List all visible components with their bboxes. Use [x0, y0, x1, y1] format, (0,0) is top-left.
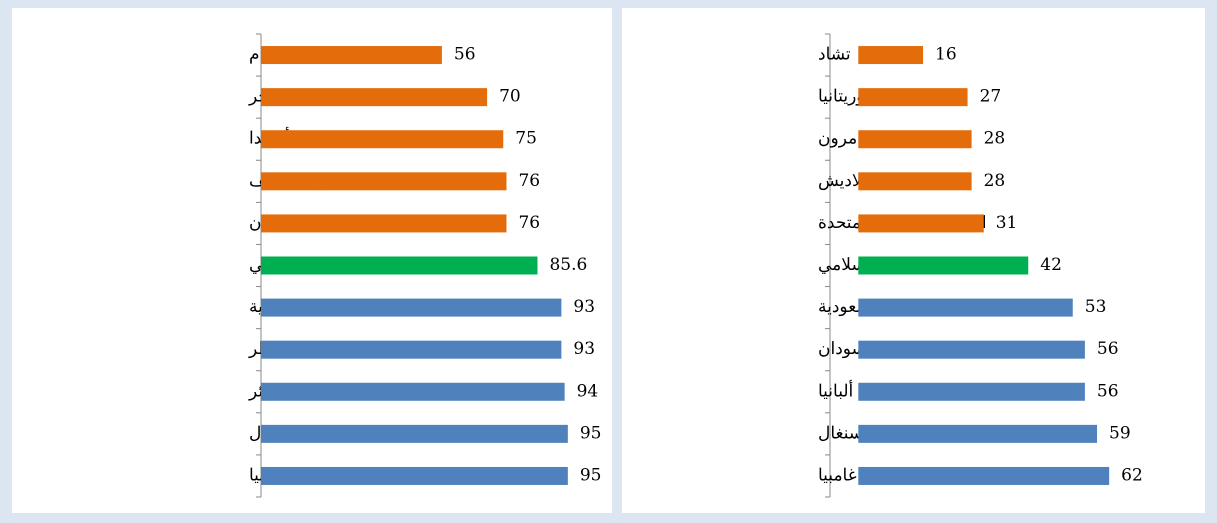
category-label: تشاد: [818, 45, 851, 65]
bar: [261, 256, 538, 275]
bar: [261, 340, 562, 359]
bar: [858, 130, 972, 149]
bar: [261, 298, 562, 317]
value-label: 95: [580, 423, 602, 443]
value-label: 27: [980, 87, 1002, 107]
value-label: 76: [518, 171, 540, 191]
value-label: 70: [499, 87, 521, 107]
value-label: 76: [518, 213, 540, 233]
category-label: ألبانيا: [818, 379, 853, 401]
value-label: 42: [1040, 255, 1062, 275]
value-label: 62: [1121, 465, 1143, 485]
value-label: 28: [984, 129, 1006, 149]
bar: [261, 424, 568, 443]
bar: [261, 382, 565, 401]
value-label: 85.6: [549, 255, 587, 275]
bar: [858, 214, 984, 233]
bar: [261, 214, 507, 233]
value-label: 94: [577, 381, 599, 401]
bar: [261, 46, 442, 65]
value-label: 31: [996, 213, 1018, 233]
bar: [858, 88, 968, 107]
bar: [261, 88, 488, 107]
bar: [858, 424, 1098, 443]
value-label: 53: [1085, 297, 1107, 317]
bar: [261, 466, 568, 485]
value-label: 93: [573, 297, 595, 317]
bar: [858, 46, 924, 65]
value-label: 56: [1097, 381, 1119, 401]
bar: [261, 172, 507, 191]
value-label: 75: [515, 129, 537, 149]
bar: [858, 256, 1029, 275]
bar: [858, 466, 1110, 485]
value-label: 28: [984, 171, 1006, 191]
bar: [858, 298, 1073, 317]
bar: [858, 382, 1085, 401]
bar: [261, 130, 504, 149]
value-label: 95: [580, 465, 602, 485]
value-label: 56: [1097, 339, 1119, 359]
value-label: 56: [454, 45, 476, 65]
value-label: 59: [1109, 423, 1131, 443]
bar: [858, 340, 1085, 359]
bar: [858, 172, 972, 191]
value-label: 93: [573, 339, 595, 359]
category-label: غامبيا: [818, 465, 857, 485]
value-label: 16: [935, 45, 957, 65]
